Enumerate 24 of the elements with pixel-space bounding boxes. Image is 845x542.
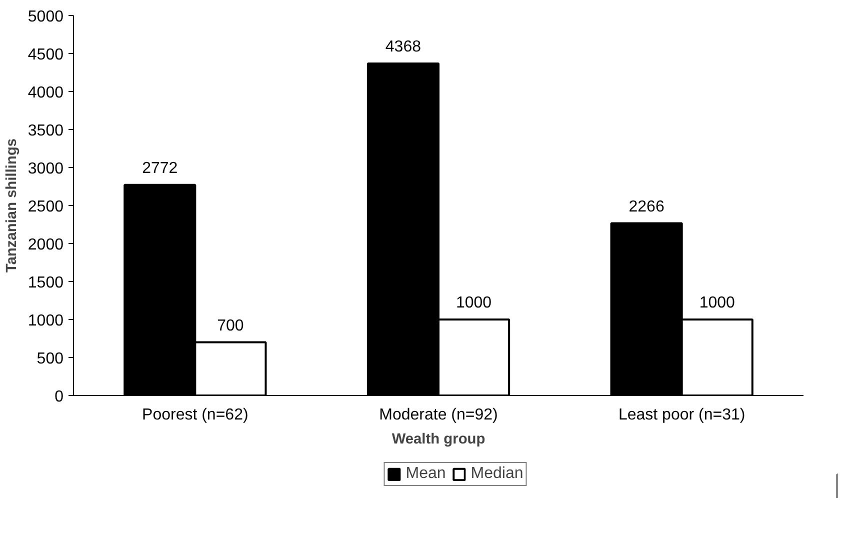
y-tick-label: 4000 [28,84,64,102]
data-label: 4368 [385,38,422,56]
data-label: 2772 [142,160,178,177]
legend-label: Median [470,465,524,483]
y-tick-label: 5000 [28,8,64,26]
x-tick-label: Poorest (n=62) [142,406,248,424]
y-tick-label: 3000 [28,160,64,178]
y-tick-label: 1000 [28,312,64,330]
y-tick-label: 4500 [28,46,64,64]
y-tick-label: 500 [36,350,64,368]
y-tick-label: 0 [54,388,64,406]
x-tick-label: Moderate (n=92) [379,406,498,424]
data-label: 2266 [628,198,664,216]
y-tick-label: 2500 [28,198,64,216]
y-tick-label: 3500 [28,122,64,140]
x-tick-label: Least poor (n=31) [618,406,746,424]
legend-label: Mean [406,465,446,483]
y-tick-label: 2000 [28,236,64,254]
data-label: 1000 [699,294,736,312]
y-tick-label: 1500 [28,274,64,292]
data-label: 1000 [456,294,492,312]
data-label: 700 [217,317,244,334]
y-axis-title: Tanzanian shillings [4,138,20,273]
x-axis-title: Wealth group [392,432,486,448]
